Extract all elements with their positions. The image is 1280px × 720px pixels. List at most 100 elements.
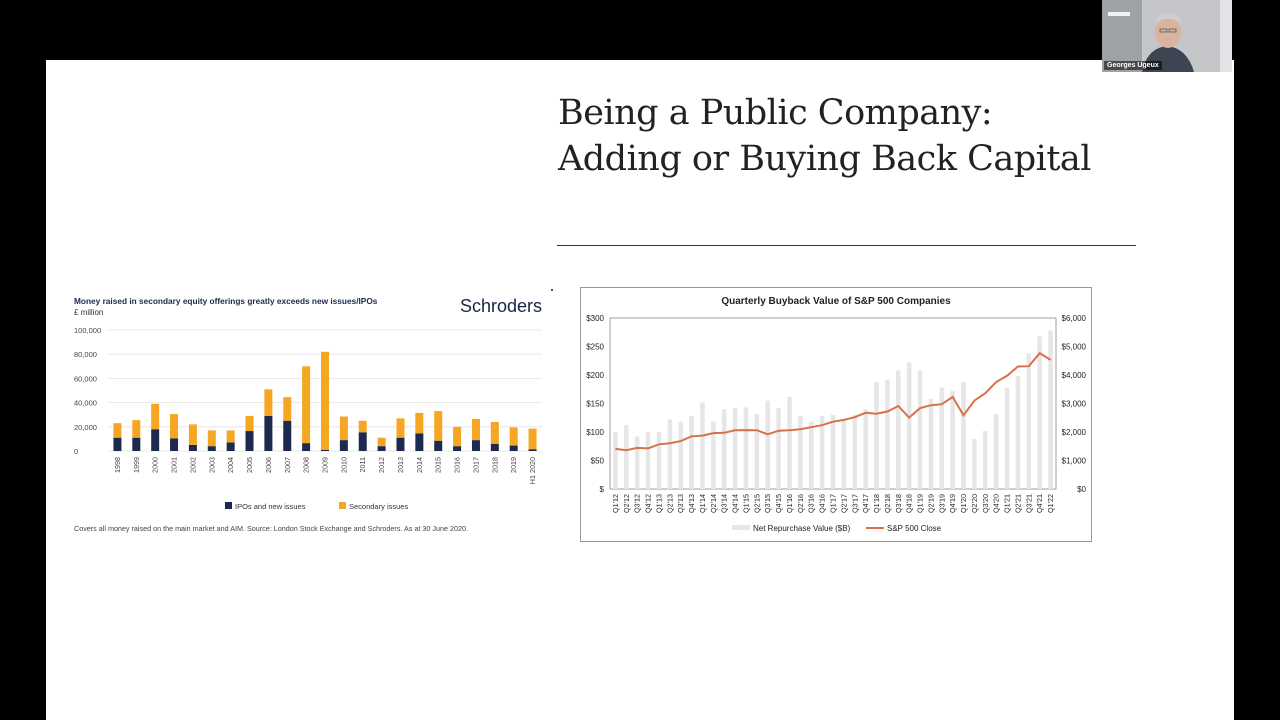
chart2-bar-repurchase [841,420,847,489]
chart2-bar-repurchase [613,432,618,489]
slide-title-line-2: Adding or Buying Back Capital [558,139,1091,179]
chart2-xtick-label: Q4'12 [644,494,653,513]
chart1-bar-secondary [453,426,462,447]
chart1-xtick-label: 2011 [358,457,367,472]
chart2-ytick-left: $200 [586,371,604,380]
chart2-bar-repurchase [896,370,901,489]
chart2-xtick-label: Q4'21 [1035,494,1044,513]
chart1-xtick-label: 1998 [113,457,122,473]
chart1-xtick-label: 2019 [509,457,518,473]
chart2-xtick-label: Q3'17 [850,494,859,513]
chart1-bar-secondary [132,420,141,438]
chart2-xtick-label: Q3'15 [763,494,772,513]
chart2-bar-repurchase [711,421,716,489]
chart2-xtick-label: Q3'12 [633,494,642,513]
chart2-xtick-label: Q2'16 [796,494,805,513]
chart1-bar-secondary [509,427,518,446]
chart2-xtick-label: Q3'18 [894,494,903,513]
participant-name: Georges Ugeux [1104,61,1162,70]
chart1-bar-ipos [264,415,273,451]
chart1-footnote: Covers all money raised on the main mark… [74,524,468,533]
chart2-bar-repurchase [906,362,912,489]
chart1-xtick-label: 2002 [188,457,197,473]
slide: Being a Public Company: Adding or Buying… [46,60,1234,720]
chart2-ytick-left: $100 [586,428,604,437]
chart1-subtitle: £ million [74,308,103,317]
chart2-bar-repurchase [874,381,879,489]
chart2-xtick-label: Q4'19 [948,494,957,513]
chart1-bar-secondary [226,430,235,443]
participant-video-icon [1102,0,1232,72]
chart2-xtick-label: Q1'15 [741,494,750,513]
chart2-xtick-label: Q1'20 [959,494,968,513]
chart1-bar-secondary [188,424,197,445]
chart2-bar-repurchase [808,421,814,489]
chart2-xtick-label: Q2'15 [752,494,761,513]
chart2-bar-repurchase [830,414,836,489]
chart1-bar-secondary [528,428,537,450]
chart1-bar-secondary [207,430,216,447]
chart2-ytick-right: $0 [1077,485,1086,494]
participant-video-tile[interactable]: Georges Ugeux [1102,0,1232,72]
legend-repurchase-label: Net Repurchase Value ($B) [753,524,851,533]
chart2-xtick-label: Q3'13 [676,494,685,513]
chart2-xtick-label: Q4'18 [905,494,914,513]
chart1-bar-ipos [509,445,518,451]
chart1-bar-secondary [264,389,273,416]
chart2-ytick-left: $50 [591,457,605,466]
chart1-xtick-label: 2010 [339,457,348,473]
chart1-bar-secondary [302,366,311,444]
chart2-bar-repurchase [819,416,825,489]
chart2-ytick-left: $150 [586,400,604,409]
chart1-bar-ipos [453,446,462,451]
chart1-bar-ipos [226,442,235,451]
chart2-bar-repurchase [1004,387,1010,489]
chart1-bar-secondary [434,411,443,441]
chart2-bar-repurchase [885,379,890,489]
chart2-bar-repurchase [1015,376,1021,489]
slide-title: Being a Public Company: Adding or Buying… [558,90,1091,182]
chart2-bar-repurchase [689,416,694,489]
chart2-xtick-label: Q4'20 [992,494,1001,513]
chart1-xtick-label: 2017 [471,457,480,473]
chart2-bar-repurchase [721,409,727,489]
chart1-bar-ipos [339,440,348,451]
chart2-bar-repurchase [787,396,792,489]
chart1-bar-secondary [471,418,480,441]
chart1-xtick-label: 2003 [207,457,216,473]
chart1-xtick-label: 2006 [264,457,273,473]
chart2-bar-repurchase [950,390,955,489]
chart2-bar-repurchase [1048,330,1053,489]
chart2-bar-repurchase [993,413,999,489]
chart2-bar-repurchase [1037,336,1042,489]
chart1-xtick-label: 1999 [132,457,141,473]
chart1-bar-secondary [415,412,424,434]
schroders-logo: Schroders [460,296,542,316]
chart2-xtick-label: Q1'14 [698,494,707,513]
chart2-bar-repurchase [645,432,651,489]
chart2-title: Quarterly Buyback Value of S&P 500 Compa… [721,296,951,307]
chart2-bar-repurchase [754,413,760,489]
chart2-xtick-label: Q1'19 [916,494,925,513]
chart2-xtick-label: Q4'17 [861,494,870,513]
chart1-bar-ipos [170,438,179,451]
chart1-xtick-label: 2012 [377,457,386,473]
chart2-xtick-label: Q2'21 [1013,494,1022,513]
chart1-bar-ipos [207,446,216,451]
chart2-ytick-right: $3,000 [1062,400,1087,409]
chart2-xtick-label: Q1'22 [1046,494,1055,513]
chart2-bar-repurchase [972,438,977,489]
chart1-bar-ipos [415,433,424,451]
chart1-xtick-label: 2008 [302,457,311,473]
chart2-xtick-label: Q2'18 [883,494,892,513]
chart2-ytick-left: $ [600,485,605,494]
chart2-xtick-label: Q3'16 [807,494,816,513]
chart1-bar-ipos [113,437,122,451]
chart2-xtick-label: Q2'12 [622,494,631,513]
chart2-bar-repurchase [961,381,966,489]
chart2-bar-repurchase [928,398,934,489]
chart1-xtick-label: 2000 [151,457,160,473]
chart2-xtick-label: Q1'16 [785,494,794,513]
chart2-xtick-label: Q4'16 [818,494,827,513]
chart1-bar-secondary [151,403,160,430]
